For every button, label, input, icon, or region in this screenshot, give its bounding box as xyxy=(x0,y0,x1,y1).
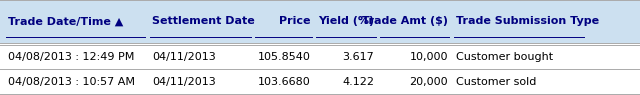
Bar xyxy=(0,0,640,43)
Text: 105.8540: 105.8540 xyxy=(257,52,310,62)
Text: 10,000: 10,000 xyxy=(410,52,448,62)
Text: Trade Date/Time ▲: Trade Date/Time ▲ xyxy=(8,16,124,26)
Text: 3.617: 3.617 xyxy=(342,52,374,62)
Text: Price: Price xyxy=(279,16,310,26)
Bar xyxy=(0,69,640,94)
Text: Yield (%): Yield (%) xyxy=(318,16,374,26)
Text: 04/08/2013 : 10:57 AM: 04/08/2013 : 10:57 AM xyxy=(8,77,135,87)
Text: Customer sold: Customer sold xyxy=(456,77,537,87)
Text: Settlement Date: Settlement Date xyxy=(152,16,255,26)
Text: Trade Amt ($): Trade Amt ($) xyxy=(362,16,448,26)
Text: Trade Submission Type: Trade Submission Type xyxy=(456,16,600,26)
Text: 04/11/2013: 04/11/2013 xyxy=(152,52,216,62)
Text: 103.6680: 103.6680 xyxy=(258,77,310,87)
Text: Customer bought: Customer bought xyxy=(456,52,554,62)
Bar xyxy=(0,45,640,69)
Text: 04/11/2013: 04/11/2013 xyxy=(152,77,216,87)
Text: 4.122: 4.122 xyxy=(342,77,374,87)
Text: 04/08/2013 : 12:49 PM: 04/08/2013 : 12:49 PM xyxy=(8,52,134,62)
Text: 20,000: 20,000 xyxy=(410,77,448,87)
